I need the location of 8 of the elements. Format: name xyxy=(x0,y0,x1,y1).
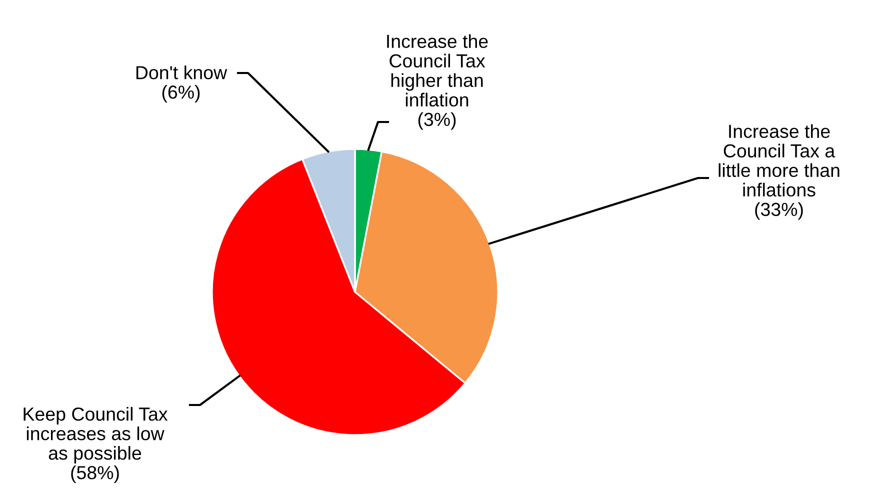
slice-label: Don't know xyxy=(136,66,228,80)
slice-label: Keep Council Tax increases as low as possible xyxy=(24,406,168,464)
slice-label: Increase the Council Tax higher than inflation xyxy=(387,34,488,107)
slice-label: Increase the Council Tax a little more than inflations xyxy=(718,124,840,197)
data-label: (58%) xyxy=(71,466,119,484)
data-label: (6%) xyxy=(162,85,200,102)
data-label: (33%) xyxy=(755,202,803,220)
data-label: (3%) xyxy=(418,112,456,130)
